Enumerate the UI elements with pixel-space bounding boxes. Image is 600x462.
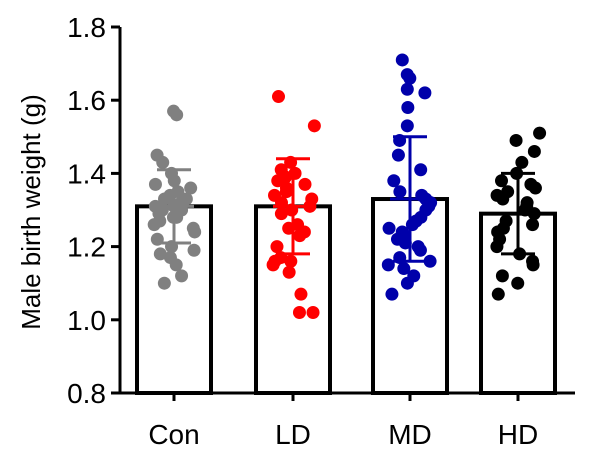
point-md <box>403 71 417 85</box>
point-con <box>170 108 184 122</box>
point-hd <box>526 218 540 232</box>
point-hd <box>491 287 505 301</box>
point-md <box>393 185 407 199</box>
point-md <box>418 86 432 100</box>
point-ld <box>306 305 320 319</box>
point-ld <box>284 254 298 268</box>
point-con <box>148 177 162 191</box>
point-hd <box>496 192 510 206</box>
point-con <box>188 225 202 239</box>
point-hd <box>515 155 529 169</box>
point-md <box>400 276 414 290</box>
x-tick-label-ld: LD <box>275 419 311 450</box>
point-con <box>153 247 167 261</box>
point-hd <box>509 133 523 147</box>
point-hd <box>511 276 525 290</box>
error-bars-group <box>154 135 538 263</box>
point-md <box>400 119 414 133</box>
point-hd <box>533 126 547 140</box>
point-ld <box>293 229 307 243</box>
y-tick-label: 0.8 <box>67 378 106 409</box>
point-con <box>187 243 201 257</box>
y-tick-label: 1.2 <box>67 232 106 263</box>
point-ld <box>294 287 308 301</box>
point-ld <box>279 185 293 199</box>
point-ld <box>307 119 321 133</box>
point-md <box>395 53 409 67</box>
point-md <box>414 163 428 177</box>
point-md <box>391 148 405 162</box>
point-hd <box>527 144 541 158</box>
point-con <box>147 218 161 232</box>
point-md <box>381 258 395 272</box>
point-ld <box>298 177 312 191</box>
y-tick-label: 1.8 <box>67 12 106 43</box>
y-tick-label: 1.6 <box>67 85 106 116</box>
point-ld <box>270 240 284 254</box>
point-ld <box>271 90 285 104</box>
point-hd <box>490 240 504 254</box>
y-tick-label: 1.4 <box>67 158 106 189</box>
point-ld <box>271 174 285 188</box>
point-con <box>158 192 172 206</box>
point-con <box>169 258 183 272</box>
point-hd <box>528 181 542 195</box>
y-tick-label: 1.0 <box>67 305 106 336</box>
point-md <box>413 243 427 257</box>
point-md <box>397 262 411 276</box>
point-con <box>157 276 171 290</box>
point-con <box>175 269 189 283</box>
point-md <box>401 101 415 115</box>
point-ld <box>292 305 306 319</box>
x-tick-label-con: Con <box>148 419 199 450</box>
point-md <box>385 287 399 301</box>
point-hd <box>495 174 509 188</box>
x-tick-label-md: MD <box>388 419 432 450</box>
point-md <box>382 221 396 235</box>
point-con <box>184 181 198 195</box>
point-hd <box>495 269 509 283</box>
point-md <box>387 174 401 188</box>
point-md <box>423 254 437 268</box>
point-ld <box>282 265 296 279</box>
point-ld <box>274 207 288 221</box>
x-tick-label-hd: HD <box>498 419 538 450</box>
points-group <box>147 53 547 319</box>
y-axis-title: Male birth weight (g) <box>16 94 46 330</box>
point-con <box>156 155 170 169</box>
axis-group: Con LD MD HD 0.8 1.0 1.2 1.4 1.6 1.8 <box>67 12 575 450</box>
point-md <box>400 82 414 96</box>
point-hd <box>526 258 540 272</box>
point-ld <box>266 258 280 272</box>
